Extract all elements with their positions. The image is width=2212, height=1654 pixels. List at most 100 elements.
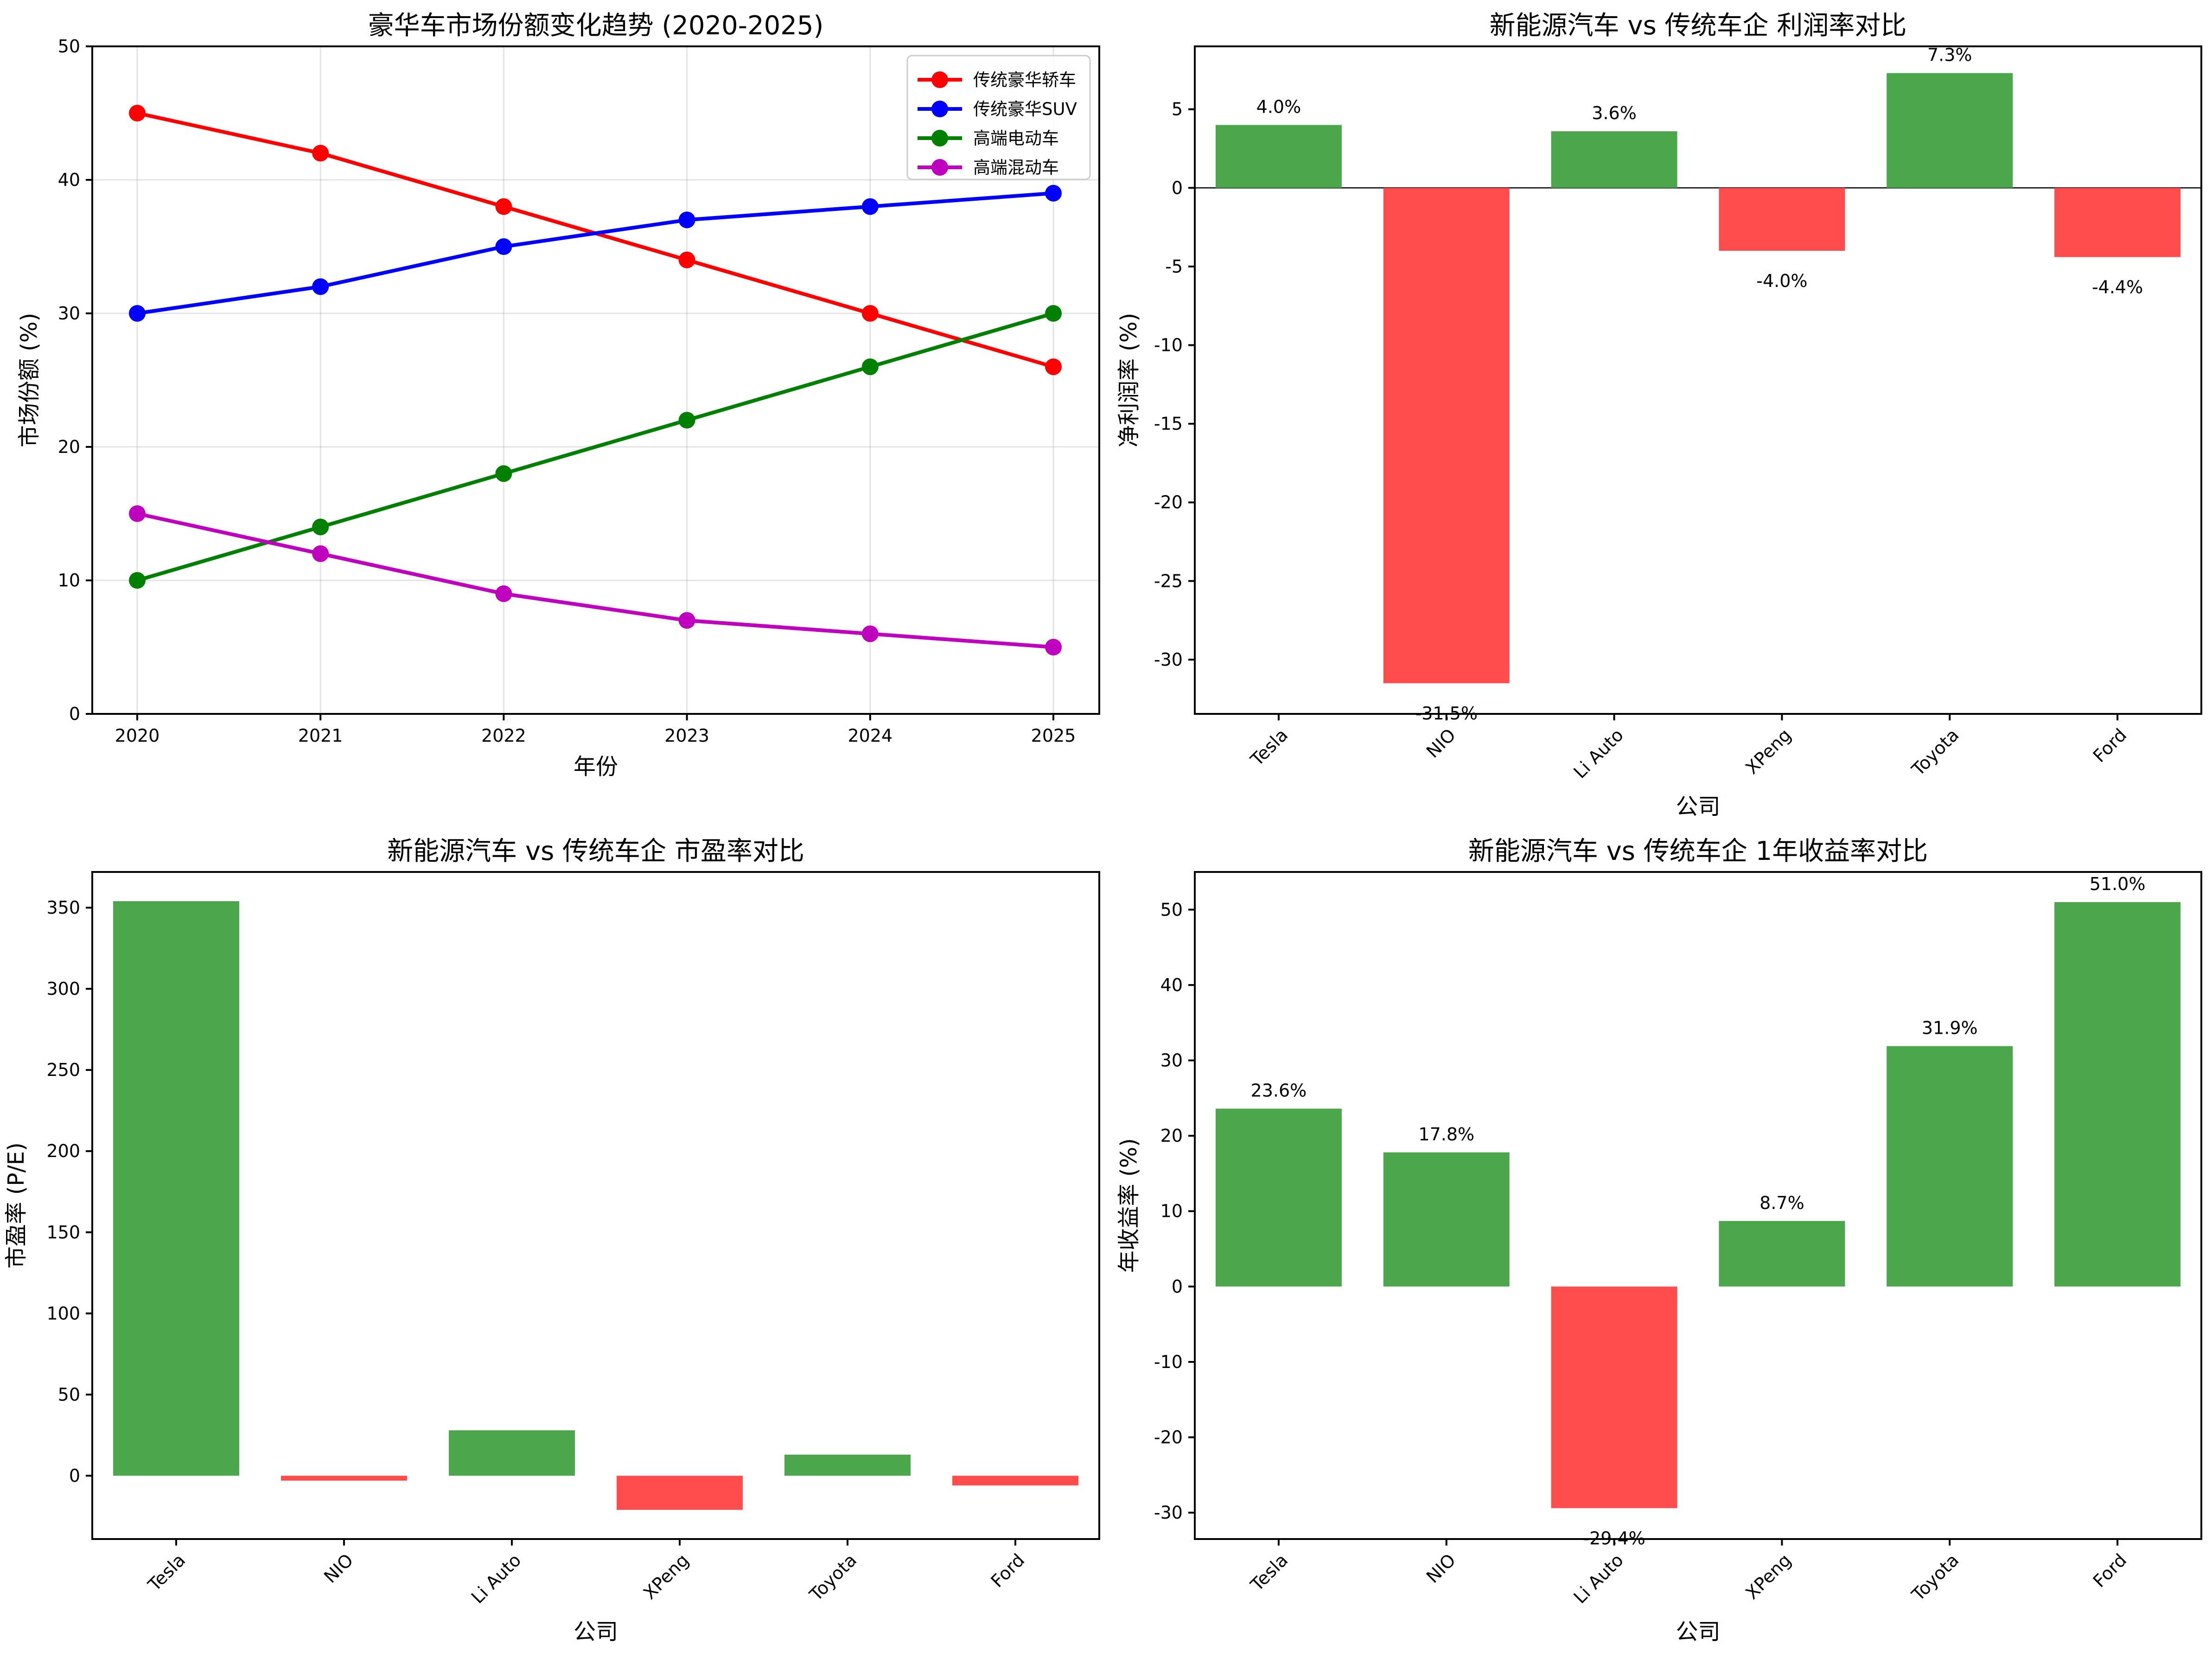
y-tick-label: 0 [69,704,80,724]
y-tick-label: 20 [1160,1126,1183,1146]
legend-label: 高端电动车 [973,128,1059,148]
chart-title: 新能源汽车 vs 传统车企 1年收益率对比 [1468,836,1928,866]
series-line-4 [137,512,1054,649]
data-point [678,612,695,629]
y-tick-label: 50 [1160,899,1183,920]
y-axis-label: 年收益率 (%) [1116,1138,1142,1272]
data-point [678,211,695,229]
y-tick-label: 300 [46,979,80,999]
bar-toyota [1887,73,2013,188]
plot-frame [1194,871,2202,1540]
bar-value-label: 31.9% [1922,1018,1978,1038]
bar-xpeng [1719,188,1845,251]
bar-value-label: 51.0% [2090,874,2146,894]
plot-frame [91,871,1100,1540]
legend-marker [931,71,948,88]
data-point [129,305,146,322]
data-point [129,105,146,121]
data-point [1045,305,1062,322]
y-tick-label: 10 [1160,1201,1183,1221]
bar-tesla [1215,1108,1342,1287]
legend-marker [931,159,948,176]
bar-li-auto [1551,131,1677,188]
legend-label: 传统豪华SUV [973,99,1077,119]
bar-tesla [113,901,239,1476]
y-axis-label: 市盈率 (P/E) [3,1142,29,1268]
y-tick-label: -25 [1154,571,1183,591]
data-point [861,198,879,215]
data-point [678,412,695,429]
bar-li-auto [449,1430,575,1476]
y-tick-label: 20 [58,437,80,457]
y-tick-label: 0 [1172,1276,1183,1297]
y-tick-label: 30 [58,303,80,324]
y-tick-label: 0 [69,1465,80,1486]
bar-nio [1383,188,1510,683]
data-point [861,305,879,322]
y-tick-label: -30 [1154,649,1183,670]
x-axis-label: 公司 [574,1619,618,1645]
data-point [312,518,329,535]
legend-box [906,55,1091,180]
y-tick-label: -5 [1165,256,1183,277]
y-tick-label: -30 [1154,1502,1183,1523]
y-axis-label: 净利润率 (%) [1116,313,1142,447]
bar-toyota [1887,1046,2013,1287]
y-tick-label: 0 [1172,178,1183,198]
data-point [678,251,695,268]
data-point [129,572,146,589]
data-point [861,625,879,643]
y-tick-label: 200 [46,1141,80,1161]
bar-ford [2054,902,2181,1287]
bar-value-label: 7.3% [1927,45,1972,65]
chart-title: 豪华车市场份额变化趋势 (2020-2025) [368,11,824,41]
x-tick-label: 2024 [848,725,892,746]
data-point [495,238,512,255]
y-tick-label: 40 [58,170,80,190]
chart-title: 新能源汽车 vs 传统车企 利润率对比 [1490,11,1907,41]
bar-nio [1383,1152,1510,1287]
y-tick-label: -10 [1154,1352,1183,1372]
y-tick-label: 350 [46,897,80,918]
bar-value-label: 17.8% [1418,1124,1474,1145]
y-axis-label: 市场份额 (%) [16,313,42,447]
legend-label: 高端混动车 [973,158,1059,178]
data-point [495,198,512,215]
chart-title: 新能源汽车 vs 传统车企 市盈率对比 [387,836,804,866]
bar-value-label: 23.6% [1251,1081,1307,1101]
plot-frame [91,45,1100,715]
data-point [1045,358,1062,375]
data-point [129,505,146,522]
y-tick-label: -20 [1154,1427,1183,1447]
x-tick-label: 2021 [298,725,343,746]
series-line-2 [137,191,1054,315]
bar-xpeng [617,1476,743,1510]
bar-value-label: -4.0% [1756,271,1807,291]
series-line-3 [136,312,1054,582]
x-tick-label: 2025 [1031,725,1076,746]
data-point [312,278,329,295]
bar-ford [2054,188,2181,257]
bar-nio [281,1476,407,1481]
y-tick-label: 30 [1160,1050,1183,1070]
bar-tesla [1215,125,1342,188]
y-tick-label: -20 [1154,492,1183,513]
x-tick-label: 2023 [664,725,709,746]
y-tick-label: 50 [58,1384,80,1405]
bar-toyota [784,1454,911,1476]
y-tick-label: 150 [46,1222,80,1242]
line-chart-market-share: 0 10 20 30 40 50 2020 2021 2022 2023 2024 2025 传统豪华轿… [16,11,1100,780]
x-tick-label: 2022 [481,725,526,746]
x-axis-label: 公司 [1676,794,1720,820]
y-tick-label: 10 [58,570,80,591]
data-point [312,145,329,162]
y-tick-label: -15 [1154,414,1183,434]
legend-marker [931,101,948,117]
plot-frame [1194,45,2202,715]
legend-marker [931,130,948,146]
bar-value-label: 4.0% [1256,97,1301,117]
bar-xpeng [1719,1221,1845,1287]
